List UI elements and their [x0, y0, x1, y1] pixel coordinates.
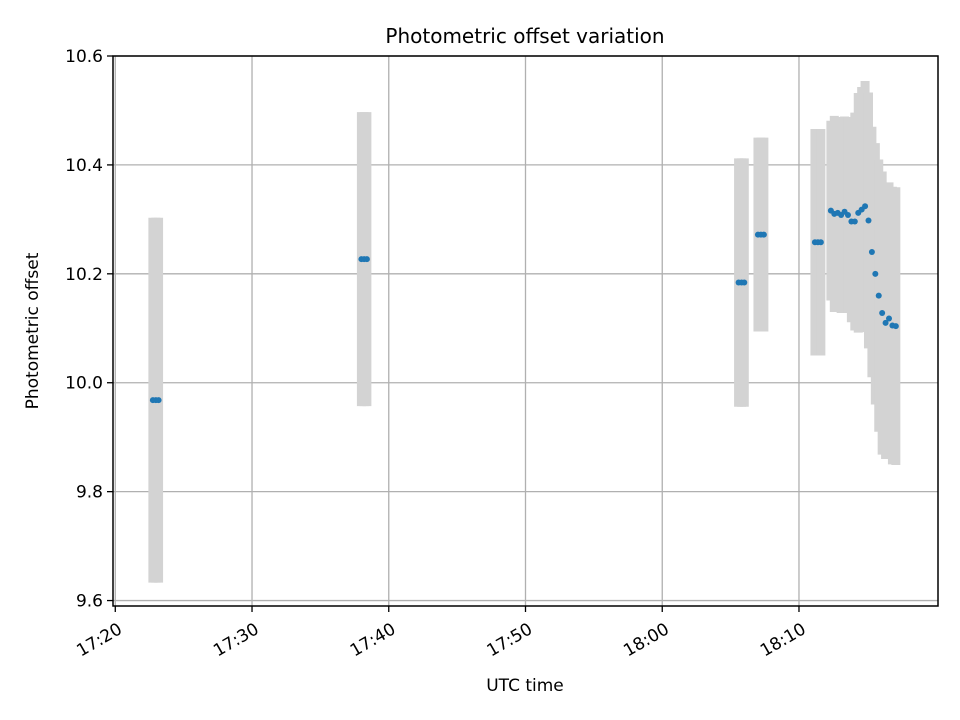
- data-point: [155, 397, 162, 404]
- y-axis: 9.6 9.8 10.0 10.2 10.4 10.6: [65, 47, 113, 612]
- x-tick-label: 17:20: [73, 619, 125, 661]
- y-tick-label: 9.8: [76, 483, 103, 503]
- x-tick-label: 17:30: [210, 619, 262, 661]
- x-tick-label: 18:10: [757, 619, 809, 661]
- data-point: [868, 249, 875, 256]
- x-tick-label: 18:00: [620, 619, 672, 661]
- data-point: [851, 218, 858, 225]
- data-point: [879, 310, 886, 317]
- y-tick-label: 9.6: [76, 592, 103, 612]
- data-point: [760, 231, 767, 238]
- data-point: [741, 279, 748, 286]
- data-point-layer: [149, 203, 899, 404]
- y-tick-label: 10.0: [65, 374, 103, 394]
- data-point: [865, 217, 872, 224]
- x-tick-label: 17:50: [484, 619, 536, 661]
- data-point: [882, 319, 889, 326]
- y-axis-label: Photometric offset: [23, 252, 43, 409]
- x-tick-label: 17:40: [347, 619, 399, 661]
- data-point: [844, 212, 851, 219]
- data-point: [892, 323, 899, 330]
- data-point: [363, 256, 370, 263]
- y-tick-label: 10.4: [65, 156, 103, 176]
- data-point: [817, 239, 824, 246]
- x-axis: 17:20 17:30 17:40 17:50 18:00 18:10: [73, 606, 809, 661]
- data-point: [886, 315, 893, 322]
- chart-title: Photometric offset variation: [385, 24, 664, 48]
- data-point: [875, 292, 882, 299]
- error-bar-layer: [148, 81, 901, 583]
- data-point: [872, 270, 879, 277]
- data-point: [862, 203, 869, 210]
- x-axis-label: UTC time: [486, 676, 564, 696]
- y-tick-label: 10.2: [65, 265, 103, 285]
- y-tick-label: 10.6: [65, 47, 103, 67]
